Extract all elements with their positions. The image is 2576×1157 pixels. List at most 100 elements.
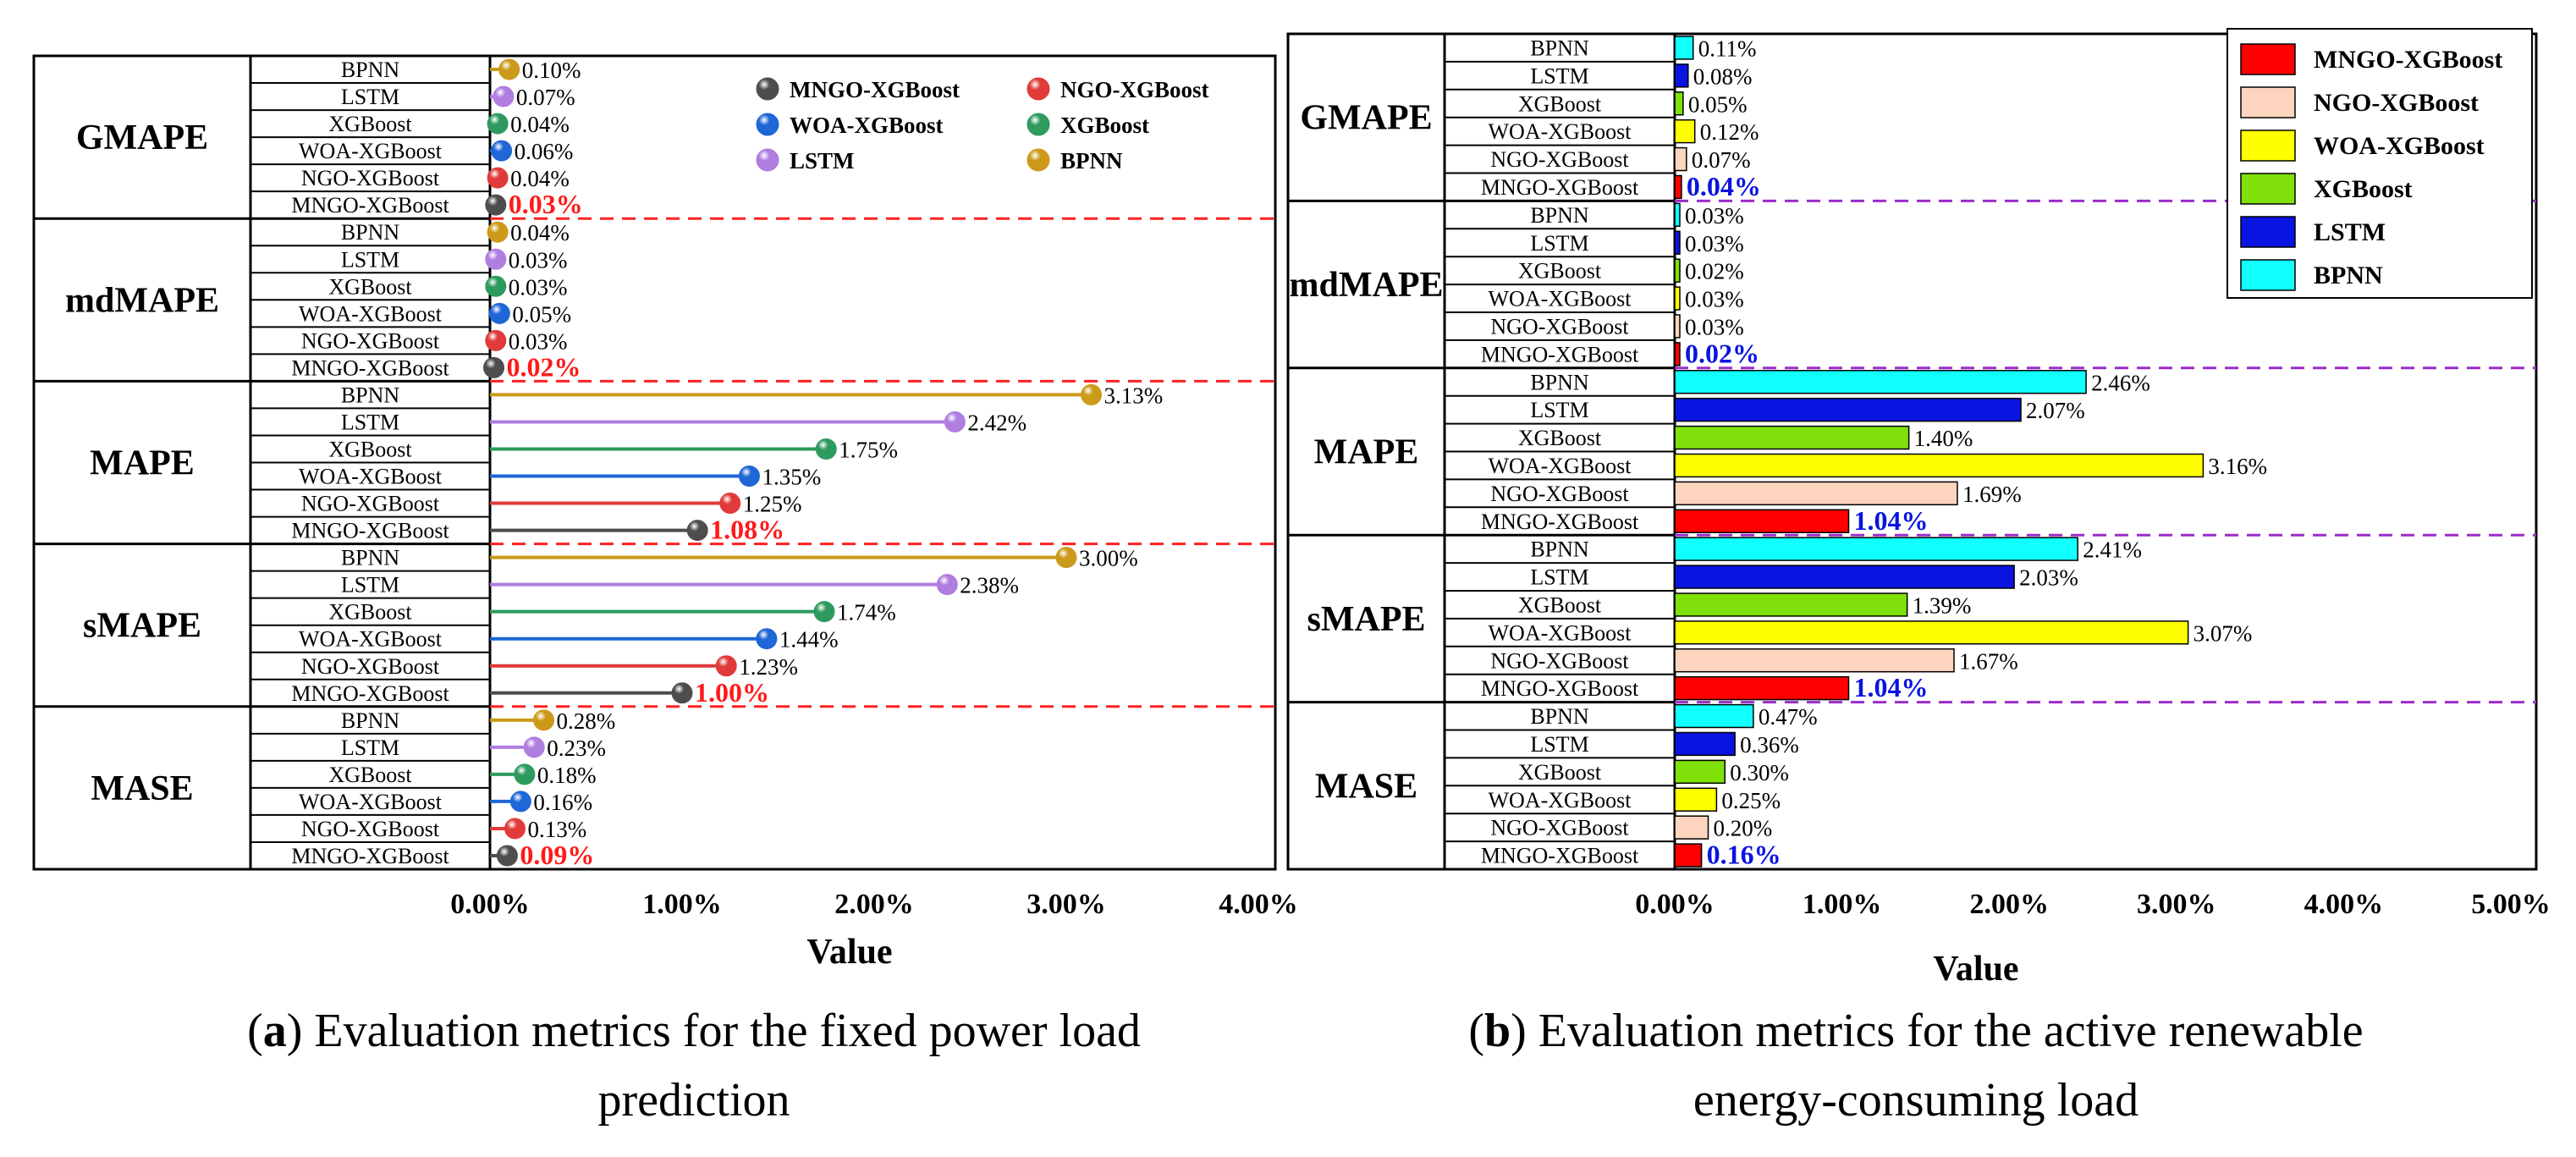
- model-label-lstm: LSTM: [1530, 398, 1588, 422]
- lollipop-point-gmape-mngo-xgboost: [485, 194, 507, 216]
- legend-marker-xgboost: [1027, 113, 1050, 136]
- data-label-gmape-lstm: 0.07%: [516, 85, 575, 110]
- data-label-gmape-mngo-xgboost: 0.03%: [509, 189, 583, 219]
- legend-marker-woa-xgboost: [756, 113, 779, 136]
- model-label-xgboost: XGBoost: [328, 274, 412, 299]
- bar-mape-bpnn: [1674, 370, 2087, 394]
- model-label-ngo-xgboost: NGO-XGBoost: [1490, 816, 1629, 840]
- lollipop-point-mdmape-mngo-xgboost: [483, 356, 505, 378]
- legend-marker-ngo-xgboost: [1027, 77, 1050, 101]
- data-label-gmape-ngo-xgboost: 0.07%: [1692, 147, 1751, 173]
- metric-label-gmape: GMAPE: [76, 118, 208, 157]
- data-label-smape-bpnn: 2.41%: [2083, 537, 2142, 563]
- bar-mase-bpnn: [1674, 703, 1754, 729]
- model-label-ngo-xgboost: NGO-XGBoost: [1490, 314, 1629, 339]
- data-label-gmape-bpnn: 0.10%: [522, 58, 581, 83]
- data-label-smape-mngo-xgboost: 1.00%: [695, 677, 769, 708]
- data-label-mape-lstm: 2.42%: [967, 410, 1027, 435]
- data-label-mape-woa-xgboost: 3.16%: [2208, 454, 2267, 479]
- lollipop-point-mape-ngo-xgboost: [719, 493, 741, 515]
- lollipop-point-mdmape-bpnn: [487, 221, 509, 243]
- lollipop-point-gmape-bpnn: [498, 58, 520, 80]
- bar-mase-ngo-xgboost: [1674, 815, 1709, 840]
- lollipop-point-mape-lstm: [944, 410, 966, 432]
- x-tick-label: 5.00%: [2471, 889, 2551, 920]
- data-label-smape-lstm: 2.03%: [2019, 565, 2078, 591]
- data-label-gmape-xgboost: 0.05%: [1688, 91, 1748, 117]
- data-label-mase-mngo-xgboost: 0.16%: [1707, 840, 1781, 870]
- panel-b-chart: GMAPE BPNN 0.11% LSTM 0.08% XGBoost 0.05% WOA-X…: [1286, 28, 2551, 1127]
- model-label-ngo-xgboost: NGO-XGBoost: [1490, 648, 1629, 673]
- data-label-mase-woa-xgboost: 0.16%: [533, 790, 592, 815]
- model-label-bpnn: BPNN: [1530, 36, 1589, 60]
- panel-a-chart: GMAPE BPNN 0.10% LSTM 0.07% XGBoost 0.04% WOA-X…: [32, 54, 1298, 1127]
- lollipop-point-gmape-ngo-xgboost: [487, 167, 509, 189]
- lollipop-point-mdmape-ngo-xgboost: [485, 329, 507, 351]
- metric-label-mape: MAPE: [1314, 433, 1419, 472]
- legend: MNGO-XGBoost NGO-XGBoost WOA-XGBoost XGBoos…: [756, 77, 1209, 174]
- data-label-mdmape-xgboost: 0.02%: [1685, 259, 1744, 284]
- model-label-lstm: LSTM: [341, 85, 399, 109]
- data-label-smape-woa-xgboost: 3.07%: [2193, 620, 2253, 646]
- caption-letter: b: [1484, 1005, 1511, 1057]
- caption-paren: (: [1468, 1005, 1484, 1057]
- bar-mape-ngo-xgboost: [1674, 481, 1958, 506]
- lollipop-point-mase-lstm: [523, 736, 545, 758]
- data-label-mape-xgboost: 1.40%: [1914, 426, 1973, 451]
- lollipop-point-gmape-woa-xgboost: [491, 140, 513, 162]
- model-label-mngo-xgboost: MNGO-XGBoost: [291, 519, 449, 543]
- x-tick-label: 3.00%: [2137, 889, 2216, 920]
- model-label-bpnn: BPNN: [1530, 704, 1589, 729]
- bar-smape-bpnn: [1674, 537, 2078, 561]
- model-label-lstm: LSTM: [1530, 732, 1588, 757]
- bar-gmape-bpnn: [1674, 36, 1694, 60]
- data-label-mase-bpnn: 0.28%: [557, 708, 616, 734]
- model-label-lstm: LSTM: [341, 736, 399, 760]
- model-label-woa-xgboost: WOA-XGBoost: [299, 301, 443, 326]
- data-label-mdmape-woa-xgboost: 0.05%: [512, 301, 571, 327]
- model-label-bpnn: BPNN: [341, 220, 400, 245]
- data-label-mase-xgboost: 0.30%: [1730, 760, 1789, 785]
- data-label-mdmape-mngo-xgboost: 0.02%: [1685, 338, 1759, 368]
- x-tick-label: 1.00%: [1803, 889, 1882, 920]
- lollipop-point-gmape-lstm: [493, 85, 515, 107]
- lollipop-point-smape-mngo-xgboost: [671, 682, 693, 704]
- model-label-bpnn: BPNN: [341, 58, 400, 82]
- data-label-mase-ngo-xgboost: 0.20%: [1714, 816, 1773, 841]
- model-label-mngo-xgboost: MNGO-XGBoost: [1481, 844, 1639, 868]
- bar-mape-xgboost: [1674, 425, 1910, 450]
- model-label-woa-xgboost: WOA-XGBoost: [1489, 620, 1632, 645]
- bar-mase-xgboost: [1674, 759, 1726, 785]
- bar-mape-woa-xgboost: [1674, 453, 2204, 478]
- lollipop-point-smape-woa-xgboost: [756, 628, 778, 650]
- data-label-gmape-mngo-xgboost: 0.04%: [1687, 171, 1761, 201]
- caption-paren: (: [247, 1005, 263, 1057]
- caption-line-1: (a) Evaluation metrics for the fixed pow…: [247, 1005, 1141, 1057]
- bar-mdmape-woa-xgboost: [1674, 286, 1681, 311]
- data-label-smape-woa-xgboost: 1.44%: [779, 627, 839, 653]
- legend-label-mngo-xgboost: MNGO-XGBoost: [2314, 46, 2502, 74]
- data-label-smape-ngo-xgboost: 1.23%: [739, 654, 798, 680]
- bar-mase-lstm: [1674, 731, 1736, 757]
- lollipop-point-mase-mngo-xgboost: [496, 845, 518, 867]
- data-label-mape-ngo-xgboost: 1.25%: [743, 492, 802, 517]
- lollipop-point-mape-mngo-xgboost: [686, 520, 708, 542]
- model-label-mngo-xgboost: MNGO-XGBoost: [291, 355, 449, 380]
- model-label-bpnn: BPNN: [1530, 203, 1589, 228]
- data-label-smape-ngo-xgboost: 1.67%: [1959, 648, 2018, 674]
- x-tick-label: 1.00%: [642, 889, 722, 920]
- data-label-smape-xgboost: 1.74%: [837, 600, 896, 625]
- legend-swatch-xgboost: [2240, 173, 2296, 205]
- plot-frame: [32, 54, 1277, 871]
- model-label-xgboost: XGBoost: [1518, 259, 1602, 284]
- data-label-mape-bpnn: 3.13%: [1104, 383, 1164, 408]
- model-label-mngo-xgboost: MNGO-XGBoost: [1481, 342, 1639, 366]
- bar-mase-woa-xgboost: [1674, 787, 1718, 812]
- lollipop-point-smape-bpnn: [1055, 547, 1077, 569]
- data-label-mase-ngo-xgboost: 0.13%: [528, 817, 587, 842]
- data-label-mdmape-lstm: 0.03%: [509, 247, 568, 273]
- data-label-mape-lstm: 2.07%: [2026, 398, 2085, 423]
- plot-frame: [1286, 32, 2538, 871]
- model-label-xgboost: XGBoost: [328, 437, 412, 461]
- data-label-smape-bpnn: 3.00%: [1079, 546, 1138, 571]
